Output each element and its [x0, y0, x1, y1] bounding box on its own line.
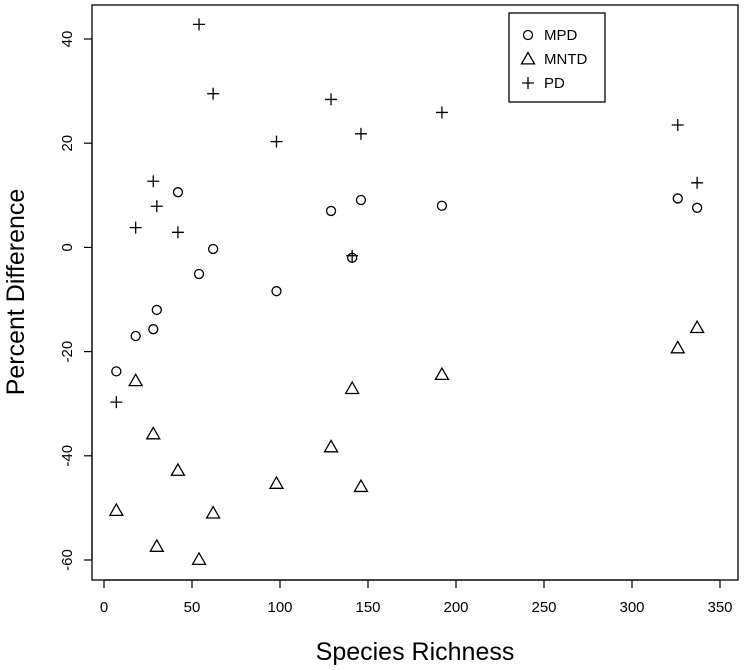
pd-point [354, 127, 367, 140]
x-axis: 0 50 100 150 200 250 300 350 [100, 579, 733, 616]
mpd-point [355, 194, 367, 206]
x-axis-title: Species Richness [316, 638, 515, 666]
legend-mntd-symbol [520, 51, 536, 65]
pd-point [171, 226, 184, 239]
mntd-point [170, 462, 186, 476]
pd-point [325, 93, 338, 106]
legend-pd-label: PD [544, 75, 565, 92]
x-tick-label: 350 [707, 599, 732, 616]
mntd-point [128, 372, 144, 387]
x-tick-label: 0 [100, 599, 108, 616]
mntd-point [191, 551, 207, 566]
x-tick-label: 50 [184, 599, 201, 616]
mntd-point [670, 340, 686, 354]
pd-point [147, 175, 160, 188]
mntd-point [353, 478, 369, 493]
mntd-point [434, 366, 450, 381]
y-tick-label: -60 [59, 549, 76, 571]
data-points [108, 18, 705, 566]
pd-point [346, 249, 359, 262]
mpd-point [130, 330, 141, 342]
series-mpd [111, 187, 703, 377]
mntd-point [323, 439, 339, 453]
x-tick-label: 250 [531, 599, 556, 616]
mntd-point [268, 475, 285, 489]
pd-point [270, 135, 283, 148]
mpd-point [271, 286, 282, 297]
mpd-point [148, 324, 159, 335]
pd-point [435, 106, 448, 119]
mntd-point [108, 502, 124, 517]
x-tick-label: 150 [355, 599, 380, 616]
pd-point [691, 176, 704, 189]
legend-pd-symbol [522, 77, 534, 89]
legend: MPD MNTD PD [508, 12, 606, 103]
x-tick-label: 300 [619, 599, 644, 616]
mntd-point [149, 538, 165, 552]
mntd-point [344, 380, 360, 395]
y-axis-title: Percent Difference [2, 189, 30, 396]
x-tick-label: 200 [443, 599, 468, 616]
pd-point [193, 18, 206, 31]
y-tick-label: -20 [59, 341, 76, 363]
pd-point [150, 200, 163, 213]
mntd-point [205, 505, 221, 519]
mpd-point [436, 200, 448, 211]
y-tick-label: 40 [59, 31, 76, 48]
legend-mpd-label: MPD [544, 27, 578, 44]
mpd-point [672, 193, 683, 204]
mpd-point [151, 304, 162, 316]
mpd-point [207, 243, 219, 255]
legend-mpd-symbol [522, 29, 534, 41]
legend-box [508, 12, 606, 103]
mntd-point [689, 319, 705, 334]
mpd-point [325, 205, 337, 217]
y-axis: -60 -40 -20 0 20 40 [59, 31, 93, 571]
series-pd [110, 18, 704, 409]
pd-point [207, 87, 220, 100]
pd-point [671, 118, 684, 131]
mpd-point [193, 268, 205, 280]
x-tick-label: 100 [267, 599, 292, 616]
mpd-point [172, 187, 184, 198]
series-mntd [108, 319, 705, 566]
y-tick-label: 20 [59, 135, 76, 152]
mpd-point [111, 366, 122, 377]
plot-frame [91, 4, 739, 581]
y-tick-label: 0 [59, 243, 76, 251]
mpd-point [691, 202, 703, 213]
y-tick-label: -40 [59, 445, 76, 467]
legend-mntd-label: MNTD [544, 51, 587, 68]
pd-point [110, 396, 123, 409]
pd-point [129, 221, 142, 234]
mntd-point [145, 426, 161, 440]
